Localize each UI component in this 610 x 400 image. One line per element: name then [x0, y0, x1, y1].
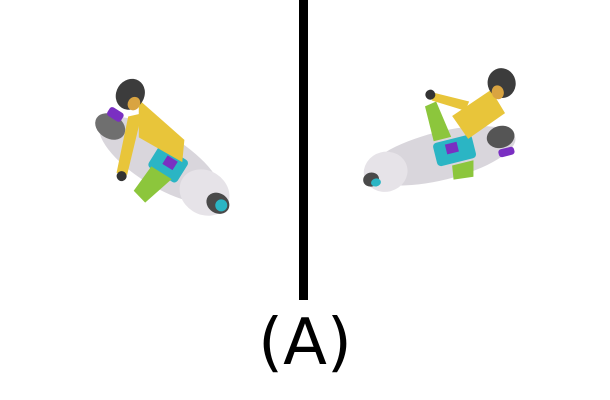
- motorcycle-rider-left-icon: [95, 78, 230, 216]
- motorcycle-rider-right-icon: [363, 68, 516, 192]
- right-panel: [310, 0, 610, 300]
- panel-divider: [299, 0, 308, 300]
- figure-caption: (A): [258, 306, 352, 380]
- left-panel: [0, 0, 300, 300]
